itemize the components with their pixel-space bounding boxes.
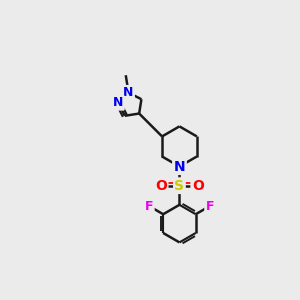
- Text: N: N: [113, 96, 124, 110]
- Text: N: N: [174, 160, 185, 173]
- Text: N: N: [123, 86, 134, 99]
- Text: F: F: [145, 200, 153, 213]
- Text: N: N: [174, 160, 185, 173]
- Text: S: S: [174, 179, 184, 193]
- Text: F: F: [206, 200, 214, 213]
- Text: O: O: [192, 179, 204, 193]
- Text: O: O: [155, 179, 167, 193]
